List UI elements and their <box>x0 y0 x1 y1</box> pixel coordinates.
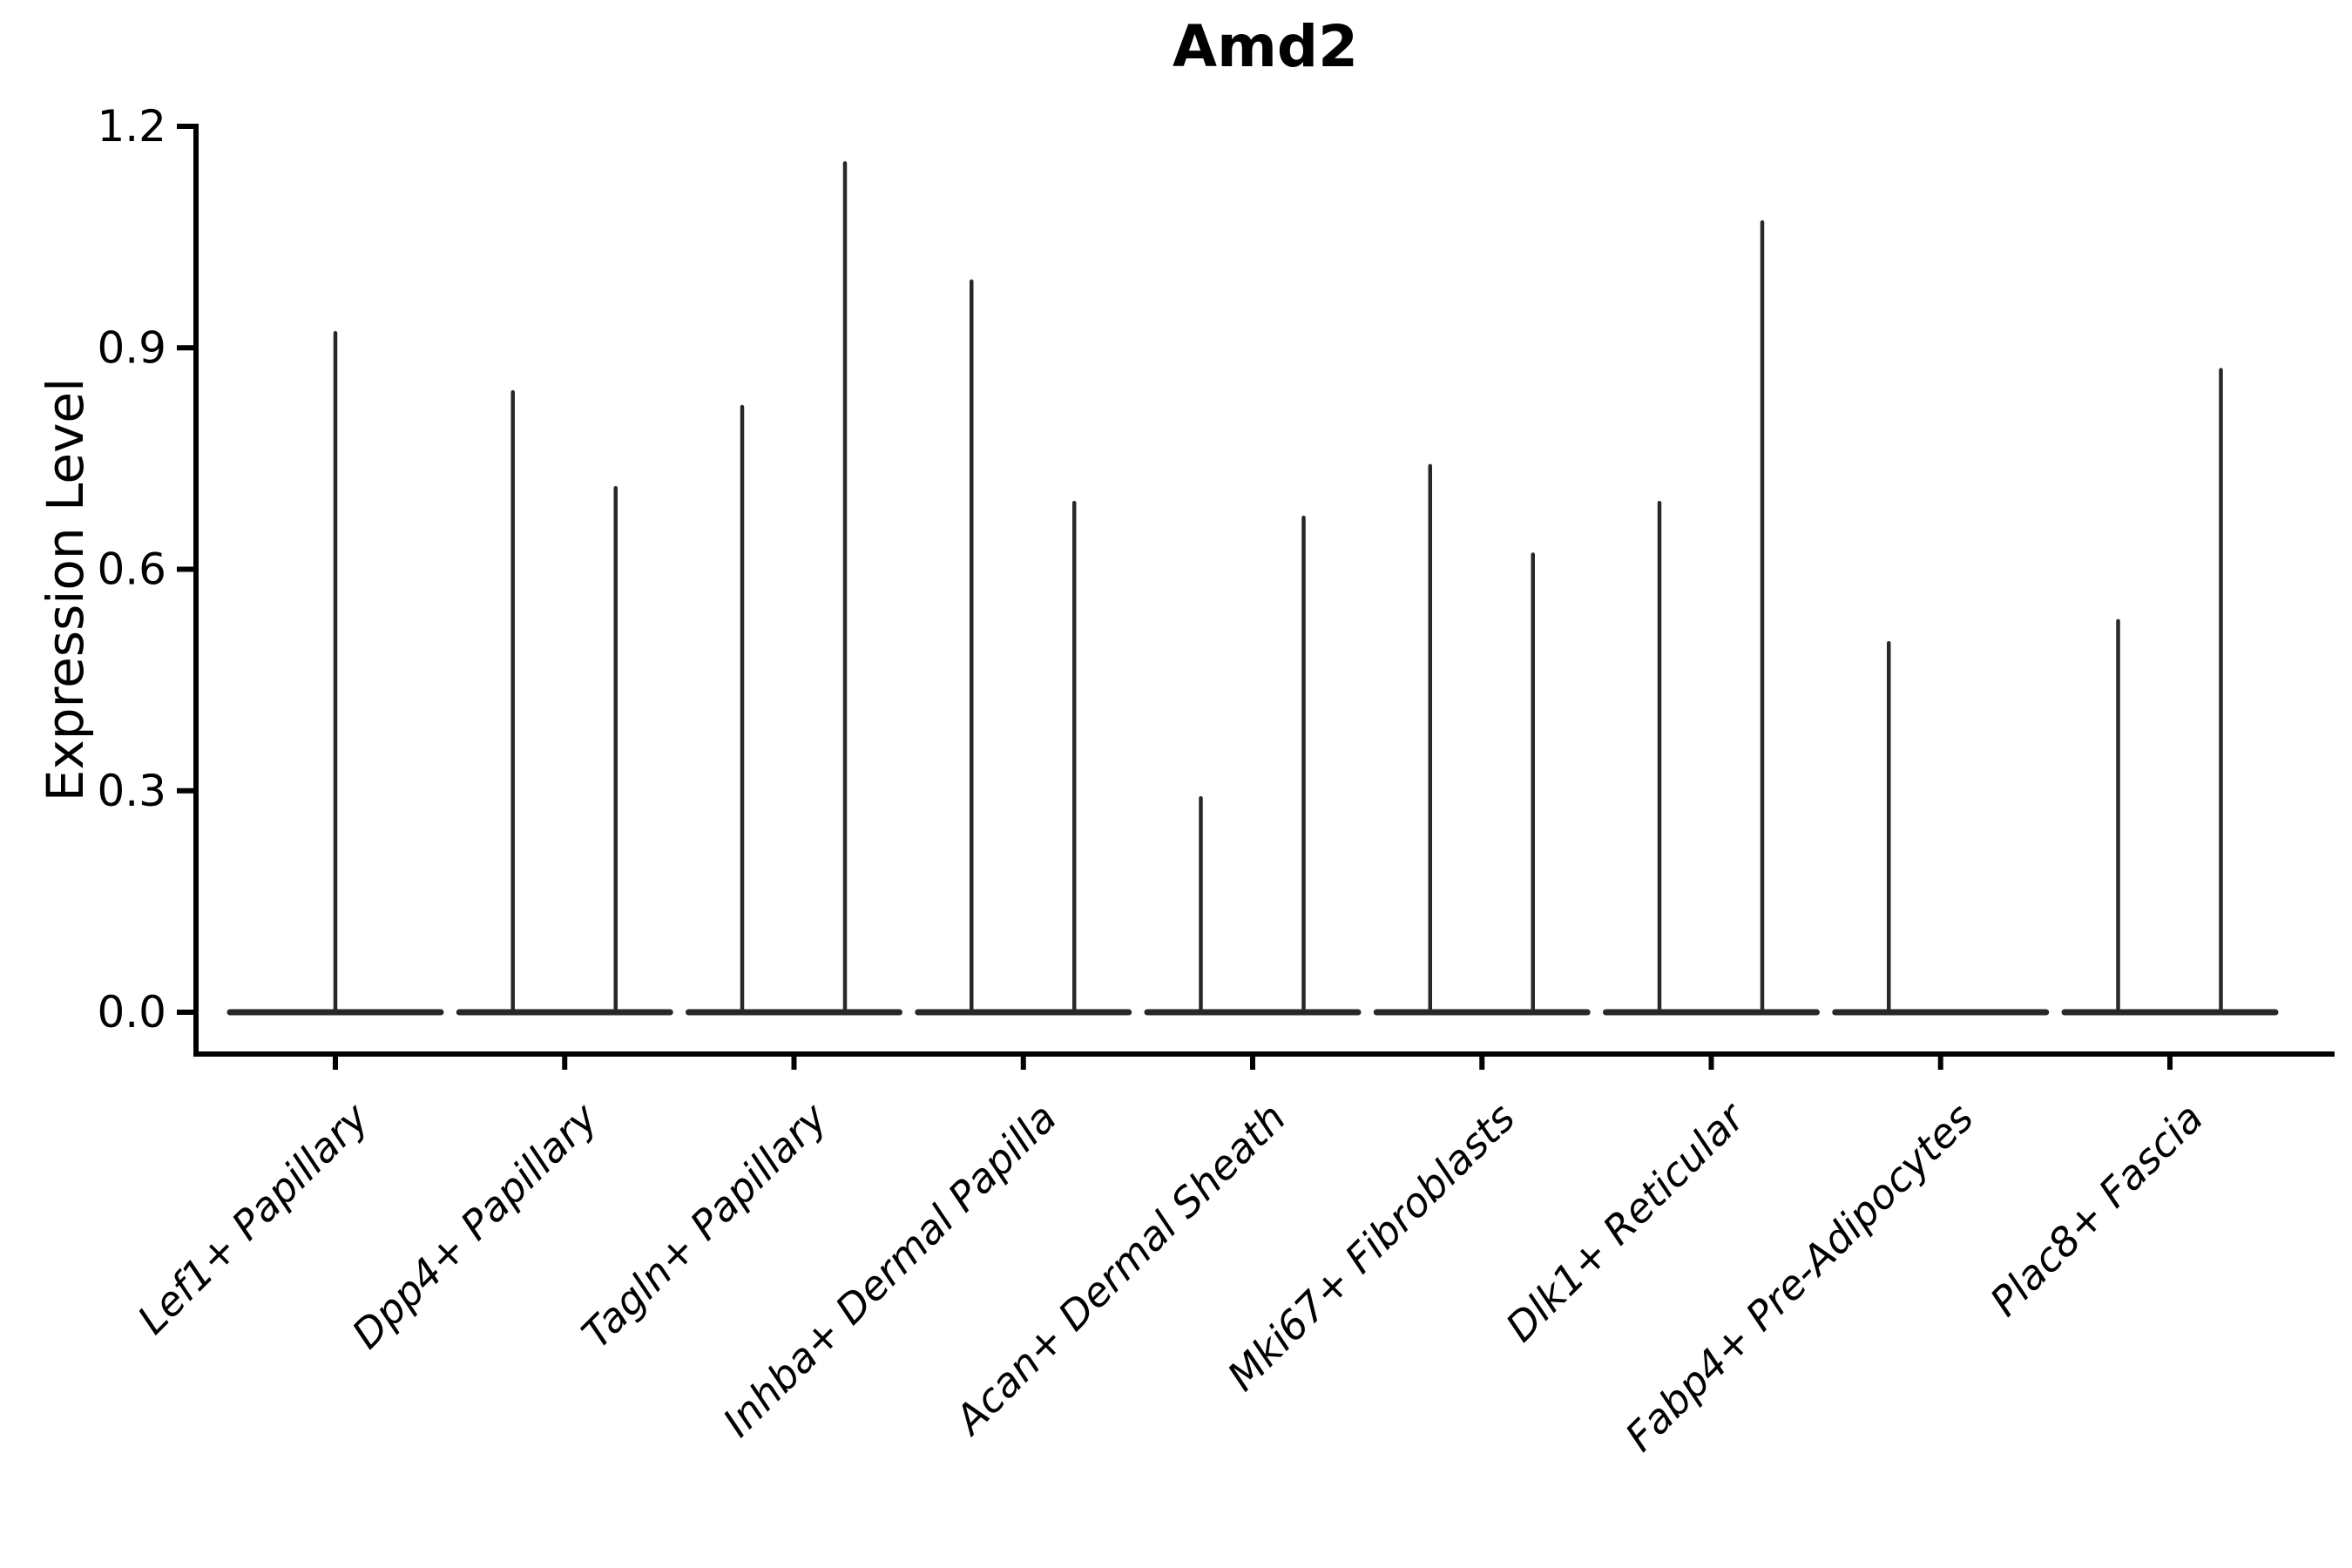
y-tick-label: 0.6 <box>97 544 166 595</box>
y-tick-label: 0.0 <box>97 987 166 1037</box>
y-tick-label: 0.9 <box>97 322 166 373</box>
chart-title: Amd2 <box>1172 13 1359 80</box>
y-tick-label: 1.2 <box>97 101 166 152</box>
y-tick-label: 0.3 <box>97 766 166 816</box>
